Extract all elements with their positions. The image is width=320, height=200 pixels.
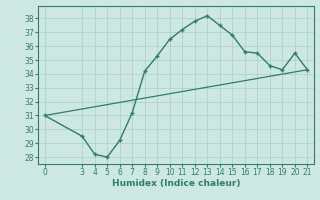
X-axis label: Humidex (Indice chaleur): Humidex (Indice chaleur): [112, 179, 240, 188]
